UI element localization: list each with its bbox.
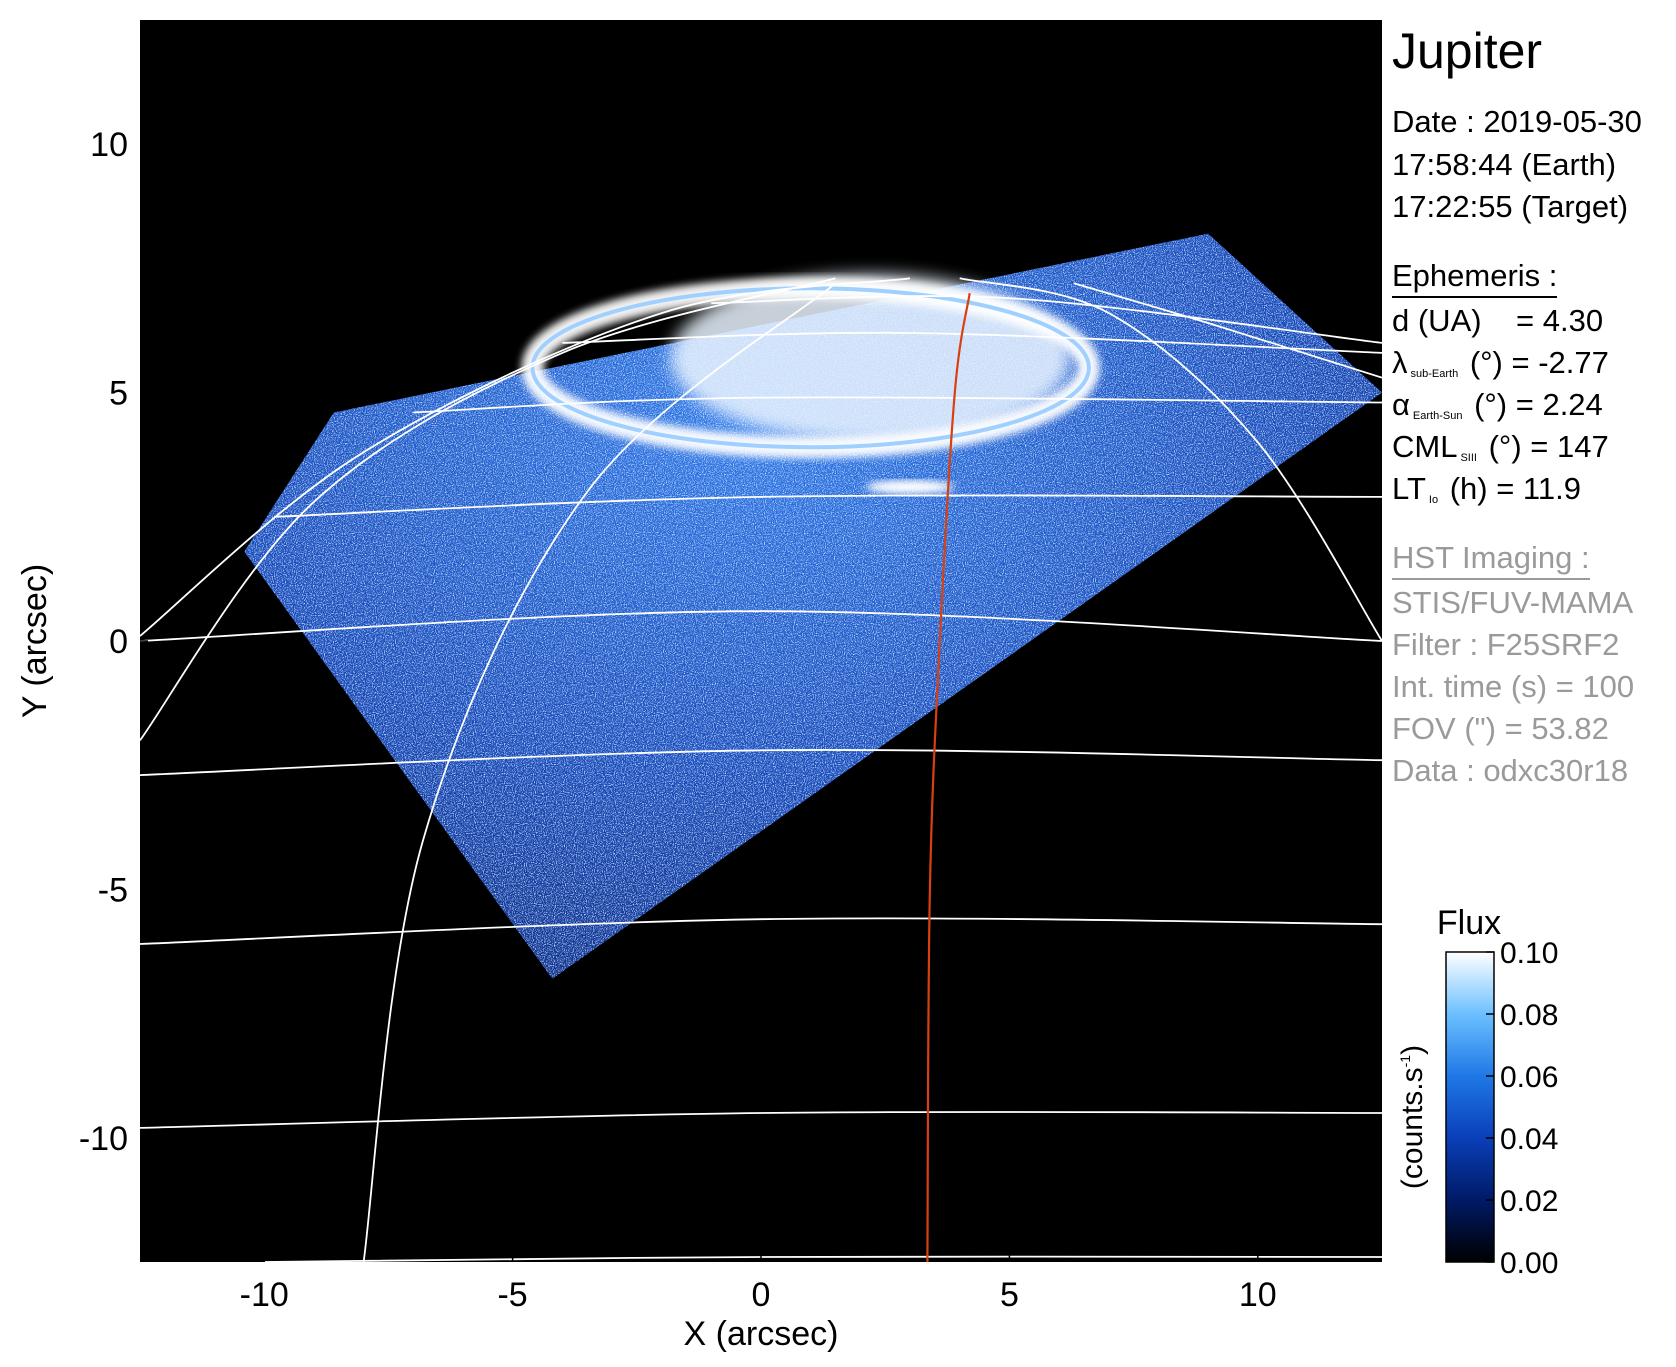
main-auroral-oval-edge [530,286,1091,450]
colorbar [1445,951,1495,1263]
hst-data: Data : odxc30r18 [1392,753,1629,788]
figure-title: Jupiter [1392,23,1543,79]
ephemeris-latitude: λ sub-Earth (°) = -2.77 [1392,345,1609,380]
meridian-line [959,277,1382,642]
x-tick-label: 5 [1000,1276,1019,1314]
latitude-line [274,494,1382,518]
latitude-line [413,396,1382,414]
equatorward-emission [866,479,955,494]
polar-emission [670,274,1071,442]
latitude-line [562,331,1382,354]
hst-heading: HST Imaging : [1392,540,1590,580]
x-axis-label: X (arcsec) [684,1315,839,1353]
latitude-line [140,749,1382,776]
meridian-line [362,282,837,1262]
hst-filter: Filter : F25SRF2 [1392,627,1620,662]
y-tick-label: 0 [109,623,128,661]
ephemeris-heading: Ephemeris : [1392,258,1558,298]
meridian-line [140,277,836,741]
io-footprint-line [926,293,971,1262]
auroral-image [244,233,1382,979]
y-tick-label: -5 [98,871,128,909]
colorbar-title: Flux [1437,904,1501,942]
colorbar-tick-label: 0.08 [1500,999,1558,1032]
hst-instrument: STIS/FUV-MAMA [1392,585,1634,620]
hst-fov: FOV (") = 53.82 [1392,711,1609,746]
meridian-line [1073,282,1382,379]
y-tick-label: 10 [90,126,128,164]
latitude-line [711,295,1382,344]
y-axis-label: Y (arcsec) [16,564,54,718]
y-tick-label: -10 [79,1120,128,1158]
target-time: 17:22:55 (Target) [1392,189,1629,224]
ephemeris-distance: d (UA) = 4.30 [1392,303,1604,338]
planetographic-grid [140,277,1382,1262]
y-axis-ticks: 10 5 0 -5 -10 [79,126,148,1158]
colorbar-tick-label: 0.00 [1500,1247,1558,1280]
colorbar-tick-label: 0.06 [1500,1061,1558,1094]
colorbar-ticks: 0.10 0.08 0.06 0.04 0.02 0.00 [1486,937,1558,1280]
image-noise [244,233,1382,979]
latitude-line [140,917,1382,945]
colorbar-tick-label: 0.02 [1500,1185,1558,1218]
x-tick-label: -10 [240,1276,289,1314]
x-tick-label: 0 [752,1276,771,1314]
y-tick-label: 5 [109,375,128,413]
ephemeris-phase: α Earth-Sun (°) = 2.24 [1392,387,1603,422]
latitude-line [140,610,1382,642]
date-line: Date : 2019-05-30 [1392,104,1642,139]
x-axis-ticks: -10 -5 0 5 10 [240,1254,1277,1314]
colorbar-tick-label: 0.10 [1500,937,1558,970]
earth-time: 17:58:44 (Earth) [1392,147,1617,182]
latitude-line [140,1110,1382,1129]
ephemeris-local-time: LT Io (h) = 11.9 [1392,471,1581,506]
ephemeris-cml: CML SIII (°) = 147 [1392,429,1609,464]
meridian-line [140,277,911,637]
colorbar-tick-label: 0.04 [1500,1123,1558,1156]
x-tick-label: 10 [1239,1276,1277,1314]
colorbar-label: (counts.s-1) [1396,1045,1429,1189]
x-tick-label: -5 [497,1276,527,1314]
hst-int-time: Int. time (s) = 100 [1392,669,1635,704]
